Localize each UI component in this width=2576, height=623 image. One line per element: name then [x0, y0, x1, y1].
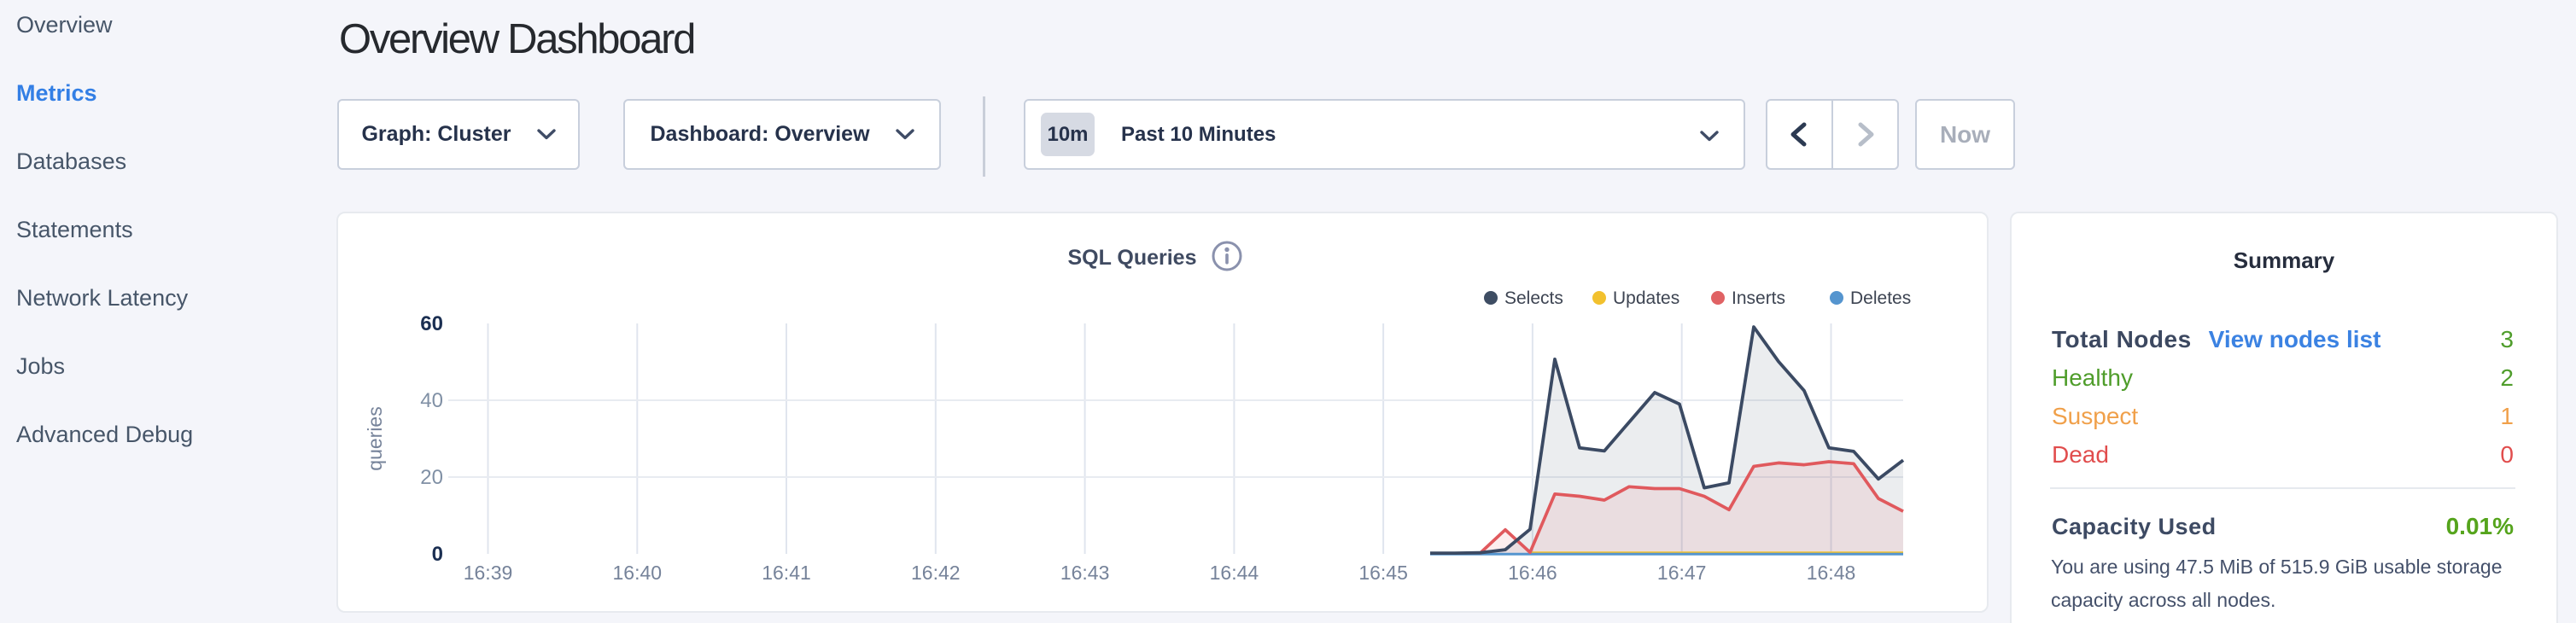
svg-text:SQL Queries: SQL Queries — [1068, 246, 1197, 270]
svg-text:16:48: 16:48 — [1807, 562, 1856, 584]
svg-text:16:45: 16:45 — [1358, 562, 1408, 584]
svg-text:20: 20 — [420, 466, 443, 489]
svg-text:16:42: 16:42 — [911, 562, 961, 584]
svg-text:Selects: Selects — [1504, 288, 1563, 308]
svg-text:Deletes: Deletes — [1850, 288, 1911, 308]
svg-text:Updates: Updates — [1613, 288, 1679, 308]
svg-text:Inserts: Inserts — [1732, 288, 1785, 308]
svg-text:16:44: 16:44 — [1210, 562, 1259, 584]
svg-text:16:46: 16:46 — [1508, 562, 1557, 584]
svg-text:40: 40 — [420, 389, 443, 412]
svg-text:16:41: 16:41 — [762, 562, 811, 584]
svg-text:16:40: 16:40 — [613, 562, 663, 584]
svg-text:queries: queries — [364, 406, 386, 470]
svg-text:16:47: 16:47 — [1657, 562, 1707, 584]
svg-text:0: 0 — [432, 543, 443, 566]
svg-text:16:39: 16:39 — [464, 562, 513, 584]
svg-text:60: 60 — [420, 312, 443, 335]
svg-text:16:43: 16:43 — [1060, 562, 1110, 584]
